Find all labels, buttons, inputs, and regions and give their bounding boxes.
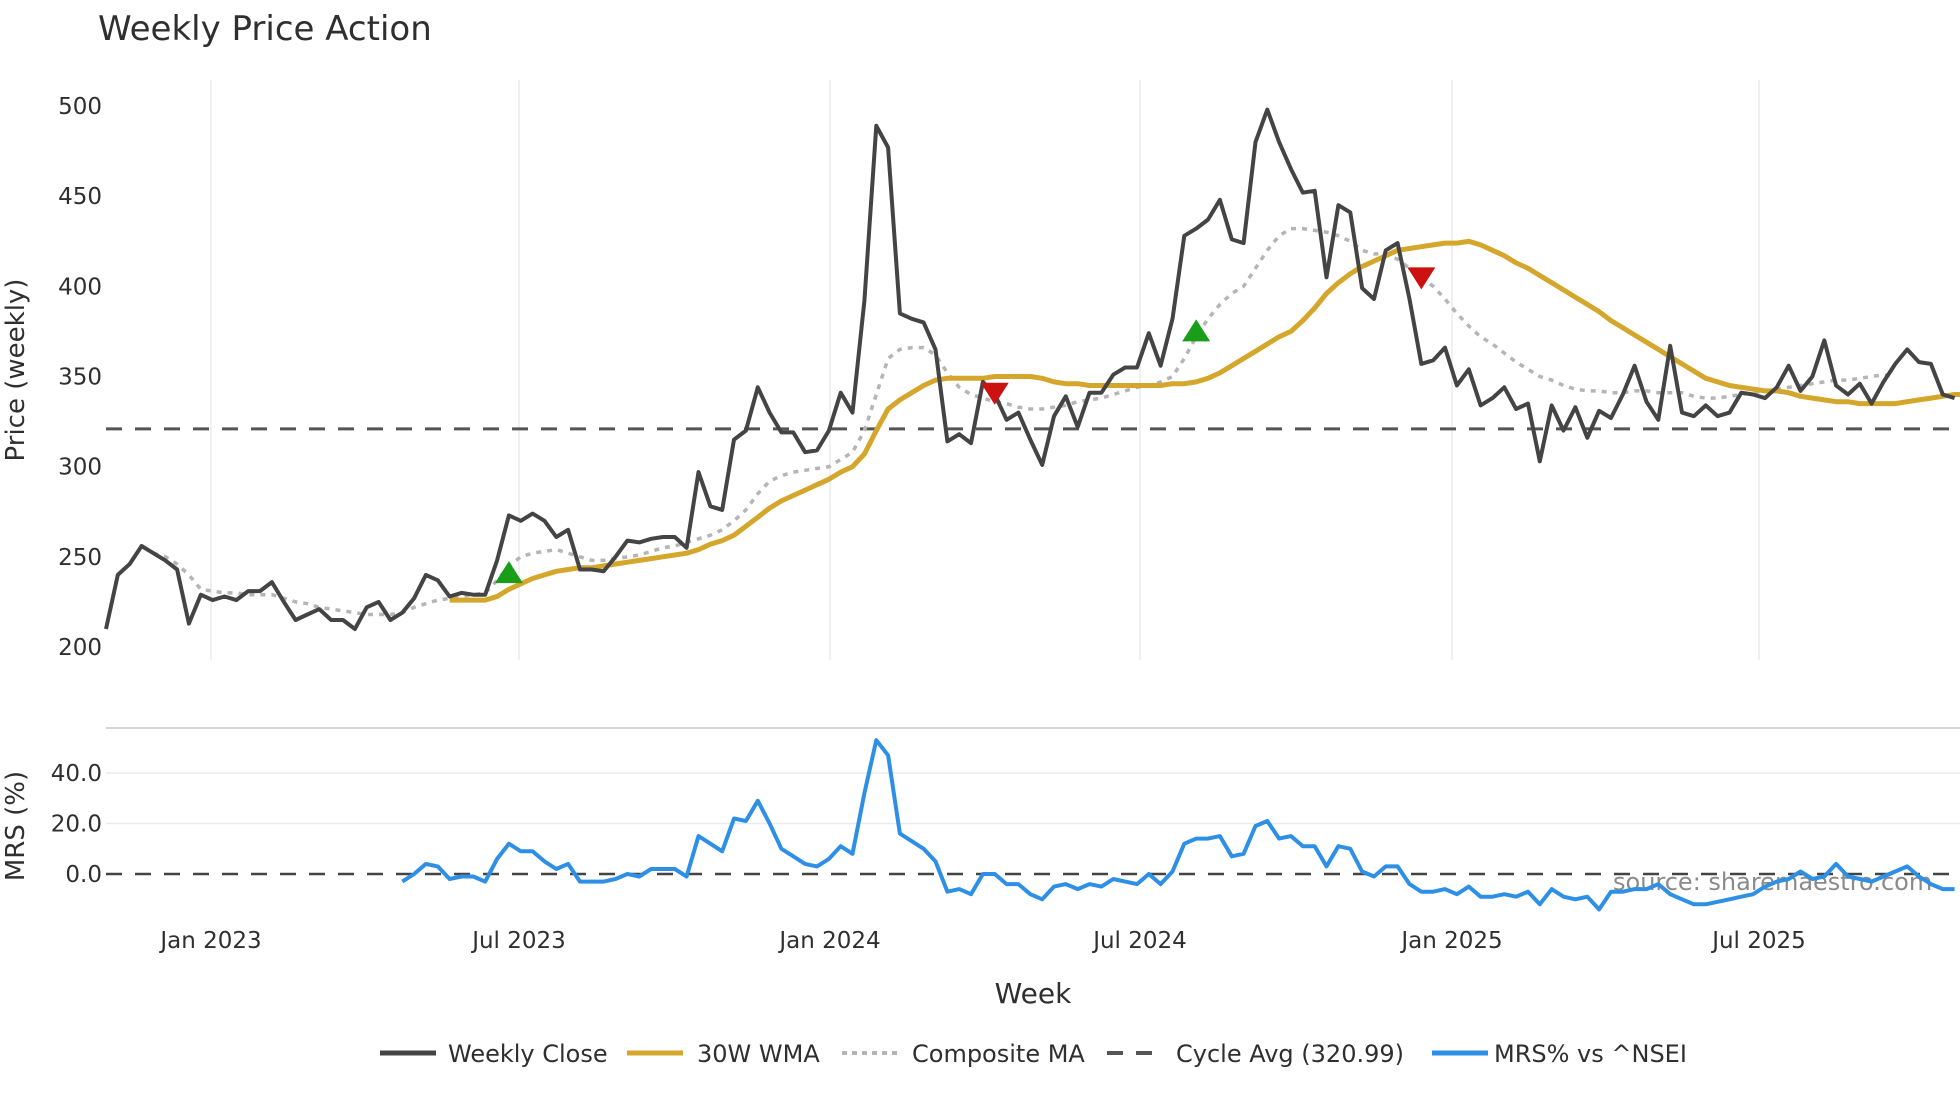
legend-label: 30W WMA xyxy=(697,1040,820,1068)
price-y-tick: 300 xyxy=(58,455,102,481)
sell-signal-marker xyxy=(980,382,1009,405)
x-tick-label: Jan 2025 xyxy=(1399,928,1502,954)
price-y-ticks: 200 250 300 350 400 450 500 xyxy=(58,94,102,661)
mrs-panel: 0.020.040.0 MRS (%) source: sharemaestro… xyxy=(1,727,1960,912)
price-panel: 200 250 300 350 400 450 500 Price (weekly) xyxy=(1,80,1960,661)
price-y-tick: 450 xyxy=(58,184,102,210)
x-tick-label: Jan 2023 xyxy=(158,928,261,954)
composite-ma-line xyxy=(152,226,1896,617)
x-axis-ticks: Jan 2023 Jul 2023 Jan 2024 Jul 2024 Jan 2025… xyxy=(158,928,1805,954)
mrs-line xyxy=(401,738,1955,912)
price-y-tick: 350 xyxy=(58,365,102,391)
chart-title: Weekly Price Action xyxy=(98,9,432,49)
x-axis-label: Week xyxy=(995,977,1072,1010)
legend-label: MRS% vs ^NSEI xyxy=(1494,1040,1687,1068)
price-y-tick: 500 xyxy=(58,94,102,120)
x-tick-label: Jul 2023 xyxy=(470,928,566,954)
price-y-axis-label: Price (weekly) xyxy=(1,279,31,462)
legend-label: Weekly Close xyxy=(448,1040,608,1068)
legend-label: Cycle Avg (320.99) xyxy=(1176,1040,1404,1068)
mrs-y-tick: 40.0 xyxy=(51,761,102,787)
mrs-y-tick: 20.0 xyxy=(51,812,102,838)
sell-signal-marker xyxy=(1407,267,1436,290)
price-vertical-gridlines xyxy=(210,80,1760,660)
wma-30w-line xyxy=(449,238,1960,603)
price-y-tick: 400 xyxy=(58,274,102,300)
mrs-y-axis-label: MRS (%) xyxy=(1,771,31,881)
x-tick-label: Jan 2024 xyxy=(777,928,880,954)
legend: Weekly Close 30W WMA Composite MA Cycle Avg… xyxy=(380,1040,1687,1068)
mrs-y-tick: 0.0 xyxy=(65,862,102,888)
x-tick-label: Jul 2024 xyxy=(1091,928,1187,954)
legend-label: Composite MA xyxy=(912,1040,1085,1068)
mrs-y-ticks: 0.0 20.0 40.0 xyxy=(51,761,1960,888)
price-y-tick: 250 xyxy=(58,545,102,571)
signal-markers xyxy=(494,267,1436,584)
buy-signal-marker xyxy=(1182,319,1211,342)
price-y-tick: 200 xyxy=(58,635,102,661)
weekly-close-line xyxy=(104,107,1956,631)
buy-signal-marker xyxy=(494,561,523,584)
x-tick-label: Jul 2025 xyxy=(1710,928,1806,954)
